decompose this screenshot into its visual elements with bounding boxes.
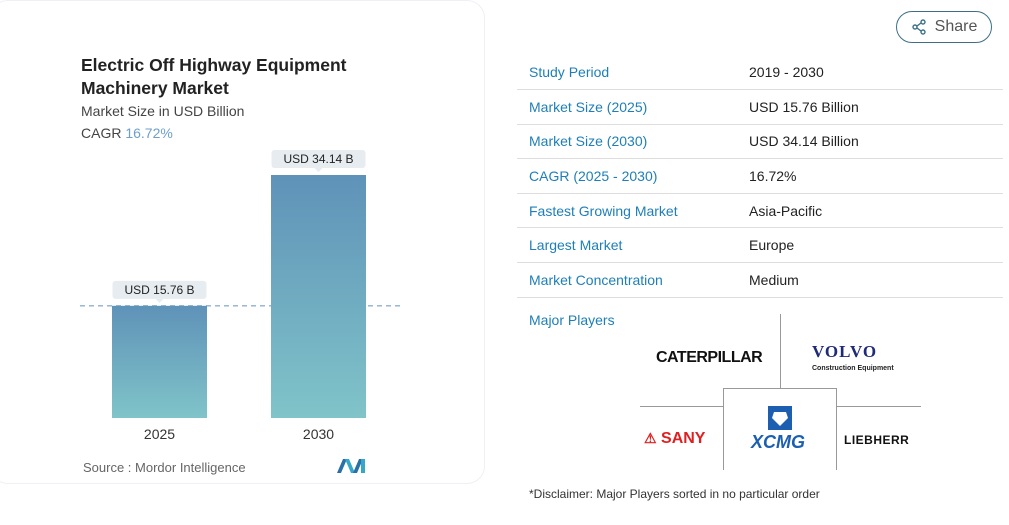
row-value: 2019 - 2030 — [737, 55, 1003, 91]
row-value: Asia-Pacific — [737, 193, 1003, 229]
data-label: USD 15.76 B — [124, 283, 194, 297]
row-key: CAGR (2025 - 2030) — [517, 158, 737, 194]
row-key: Study Period — [517, 55, 737, 91]
bar-chart: USD 15.76 B 2025 USD 34.14 B 2030 — [80, 150, 400, 442]
data-label-pointer — [314, 168, 323, 172]
row-key: Market Size (2030) — [517, 124, 737, 160]
major-players-grid: CATERPILLAR VOLVO Construction Equipment… — [620, 310, 930, 470]
chart-title: Electric Off Highway Equipment Machinery… — [81, 55, 347, 98]
x-tick-label: 2025 — [144, 426, 175, 442]
row-key: Largest Market — [517, 227, 737, 264]
data-label-bg — [112, 280, 207, 299]
xcmg-emblem-icon — [768, 406, 792, 430]
x-tick-label: 2030 — [303, 426, 334, 442]
market-chart-card — [0, 0, 485, 484]
table-row: CAGR (2025 - 2030) 16.72% — [517, 158, 1003, 194]
share-label: Share — [934, 18, 978, 35]
row-value: 16.72% — [737, 158, 1003, 194]
table-row: Market Size (2025) USD 15.76 Billion — [517, 89, 1003, 125]
volvo-subtitle: Construction Equipment — [812, 365, 894, 372]
table-row: Study Period 2019 - 2030 — [517, 55, 1003, 91]
data-label: USD 34.14 B — [283, 152, 353, 166]
chart-cagr: CAGR 16.72% — [81, 125, 173, 141]
row-value: USD 15.76 Billion — [737, 89, 1003, 125]
volvo-logo: VOLVO — [812, 342, 878, 361]
table-row: Market Concentration Medium — [517, 262, 1003, 298]
row-key: Market Size (2025) — [517, 89, 737, 125]
cagr-label: CAGR — [81, 125, 122, 141]
share-icon — [911, 19, 926, 35]
row-value: USD 34.14 Billion — [737, 124, 1003, 160]
sany-logo: ⚠ SANY — [644, 430, 706, 447]
row-key: Market Concentration — [517, 262, 737, 298]
data-label-bg — [271, 150, 366, 168]
table-row: Largest Market Europe — [517, 227, 1003, 264]
chart-subtitle: Market Size in USD Billion — [81, 103, 245, 119]
disclaimer: *Disclaimer: Major Players sorted in no … — [529, 487, 820, 501]
share-button[interactable]: Share — [896, 11, 992, 43]
cagr-value: 16.72% — [125, 125, 173, 141]
chart-source: Source : Mordor Intelligence — [83, 460, 246, 475]
mordor-intelligence-logo — [337, 459, 365, 473]
xcmg-logo: XCMG — [751, 432, 805, 452]
market-summary-table: Study Period 2019 - 2030 Market Size (2025… — [517, 55, 1003, 298]
bar-2030 — [271, 175, 366, 418]
caterpillar-logo: CATERPILLAR — [656, 349, 763, 366]
bar-2025 — [112, 305, 207, 418]
liebherr-logo: LIEBHERR — [844, 433, 910, 447]
major-players-label: Major Players — [529, 312, 615, 328]
data-label-pointer — [155, 298, 164, 303]
row-key: Fastest Growing Market — [517, 193, 737, 229]
table-row: Market Size (2030) USD 34.14 Billion — [517, 124, 1003, 160]
row-value: Europe — [737, 227, 1003, 264]
row-value: Medium — [737, 262, 1003, 298]
table-row: Fastest Growing Market Asia-Pacific — [517, 193, 1003, 229]
